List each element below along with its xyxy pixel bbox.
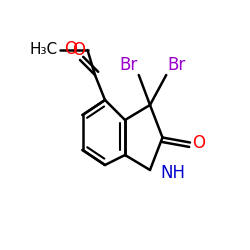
Text: H₃C: H₃C <box>29 42 58 58</box>
Text: NH: NH <box>160 164 185 182</box>
Text: O: O <box>192 134 205 152</box>
Text: O: O <box>64 40 78 58</box>
Text: O: O <box>72 41 85 59</box>
Text: Br: Br <box>119 56 138 74</box>
Text: Br: Br <box>168 56 186 74</box>
